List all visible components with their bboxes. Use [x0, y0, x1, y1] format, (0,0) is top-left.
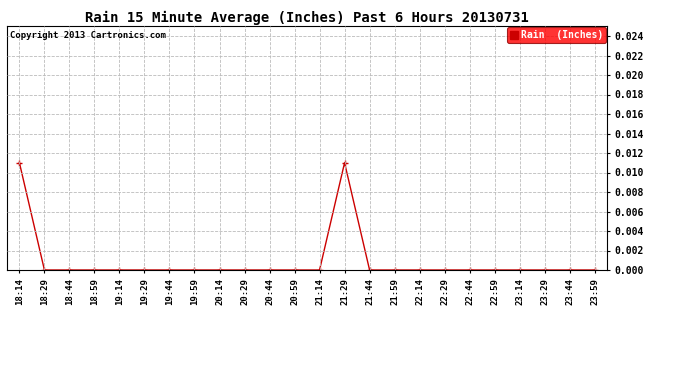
- Legend: Rain  (Inches): Rain (Inches): [507, 27, 607, 43]
- Title: Rain 15 Minute Average (Inches) Past 6 Hours 20130731: Rain 15 Minute Average (Inches) Past 6 H…: [85, 11, 529, 25]
- Text: Copyright 2013 Cartronics.com: Copyright 2013 Cartronics.com: [10, 31, 166, 40]
